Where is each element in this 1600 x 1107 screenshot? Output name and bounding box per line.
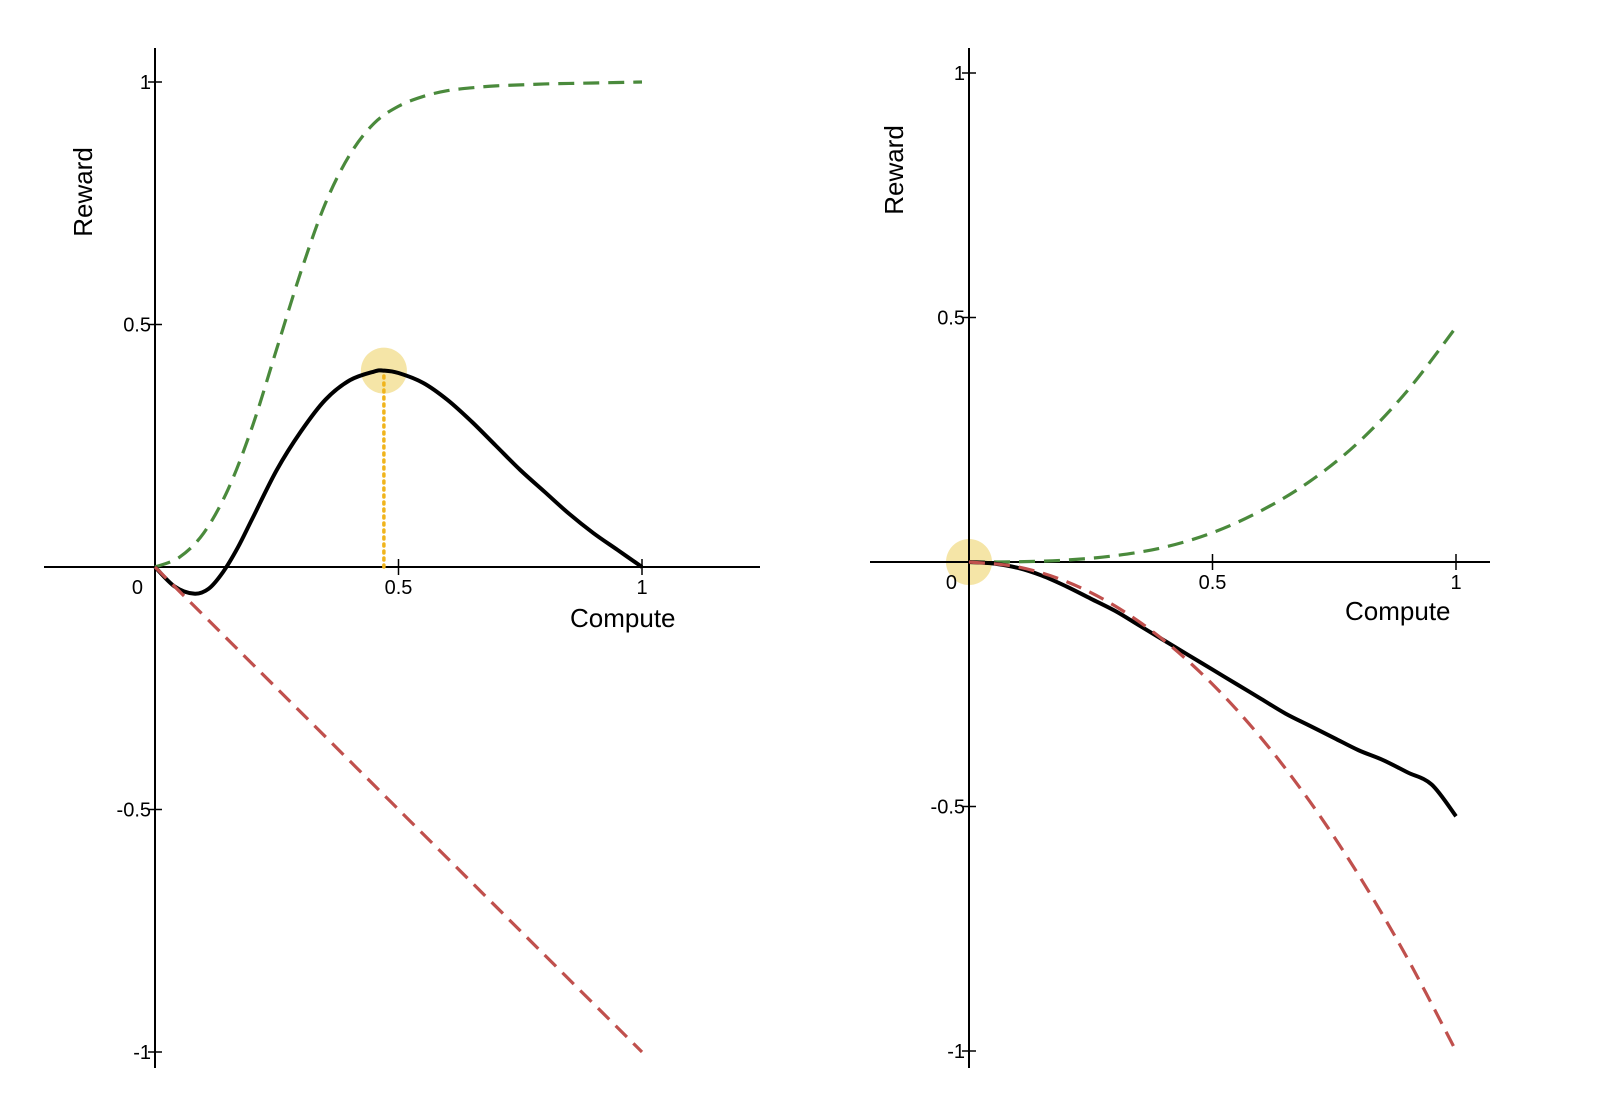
y-tick-label: 1 [954, 63, 965, 85]
y-axis-title: Reward [879, 125, 909, 215]
chart-panel-2: 0 0.5 1 1 0.5 -0.5 -1 Compute Reward [870, 48, 1490, 1068]
chart-panel-1: 0 0.5 1 1 0.5 -0.5 -1 Compute Reward [44, 48, 760, 1068]
series-line-3 [153, 565, 644, 1054]
y-tick-label: 0.5 [123, 315, 151, 337]
x-tick-label: 0.5 [385, 577, 413, 599]
x-axis-title: Compute [1345, 596, 1451, 626]
y-tick-label: -1 [947, 1041, 965, 1063]
x-tick-label: 1 [636, 577, 647, 599]
y-axis-title: Reward [68, 147, 98, 237]
y-tick-label: 1 [140, 72, 151, 94]
x-tick-label: 0 [132, 577, 143, 599]
series-line-3 [968, 560, 1458, 1052]
x-tick-label: 0 [946, 572, 957, 594]
y-tick-label: -0.5 [117, 800, 151, 822]
y-tick-label: -1 [133, 1042, 151, 1064]
x-axis-title: Compute [570, 603, 676, 633]
series-line-1 [968, 326, 1458, 564]
y-tick-label: -0.5 [931, 797, 965, 819]
x-tick-label: 1 [1450, 572, 1461, 594]
series-line-1 [154, 80, 643, 569]
x-tick-label: 0.5 [1199, 572, 1227, 594]
y-tick-label: 0.5 [937, 308, 965, 330]
series-line-2 [153, 368, 644, 596]
series-line-2 [968, 560, 1458, 818]
